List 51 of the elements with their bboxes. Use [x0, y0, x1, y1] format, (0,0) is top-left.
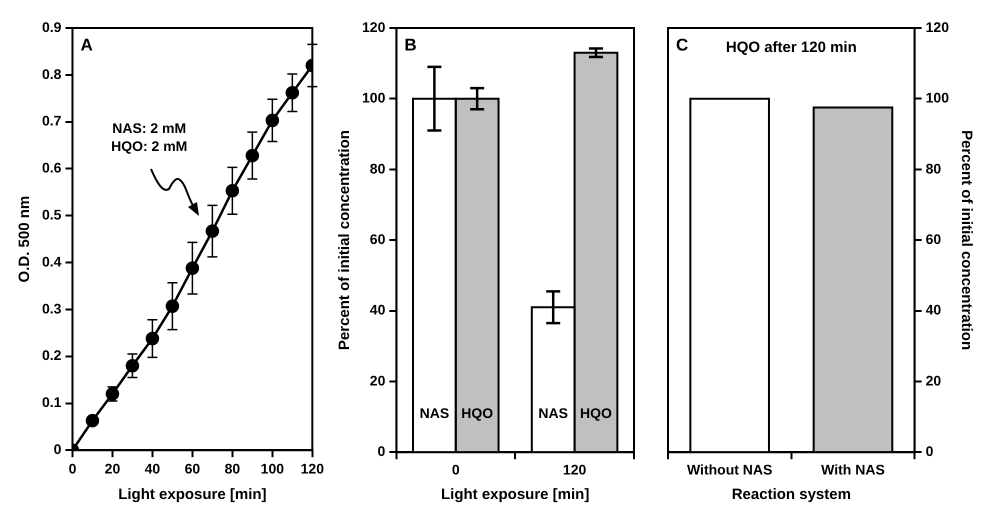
y2-tick-label: 60 [926, 230, 942, 247]
point [86, 414, 100, 428]
y2-tick-label: 80 [926, 160, 942, 176]
x-tick-label: 40 [144, 460, 160, 476]
x-tick-label: 60 [184, 460, 200, 476]
y2-tick-label: 120 [926, 18, 950, 35]
annotation: A [80, 36, 93, 55]
y-tick-label: 0.3 [42, 300, 62, 316]
y-axis-title: Percent of initial concentration [336, 130, 354, 350]
y-tick-label: 0 [54, 441, 62, 458]
y-tick-label: 0.8 [42, 66, 62, 82]
text: HQO [461, 405, 494, 422]
x-tick-label: Without NAS [686, 461, 772, 478]
y2-tick-label: 0 [926, 443, 934, 460]
series-label: HQO [580, 405, 612, 422]
x-tick-label: 120 [562, 461, 586, 478]
y-tick-label: 0.4 [42, 253, 62, 270]
x-tick-label: 120 [300, 460, 324, 476]
y2-tick-label: 100 [926, 90, 950, 106]
annotation: B [404, 36, 417, 55]
y-tick-label: 20 [370, 372, 386, 388]
x-tick-label: 80 [224, 460, 240, 476]
text: NAS [420, 405, 450, 422]
y-tick-label: 0.9 [42, 18, 62, 35]
y2-tick-label: 20 [926, 372, 942, 388]
y-tick-label: 0 [378, 443, 386, 460]
annotation: HQO after 120 min [726, 39, 857, 56]
y-tick-label: 60 [370, 230, 386, 247]
y-tick-label: 0.5 [42, 206, 62, 223]
y-tick-label: 100 [362, 90, 386, 106]
x-tick-label: 0 [68, 460, 77, 476]
x-axis-title: Light exposure [min] [118, 486, 267, 504]
x-tick-label: 0 [452, 461, 460, 478]
y-tick-label: 0.6 [42, 160, 62, 176]
x-tick-label: With NAS [821, 461, 885, 478]
x-tick-label: 20 [104, 460, 120, 476]
series-label: NAS [538, 405, 568, 422]
annotation: NAS: 2 mM HQO: 2 mM [111, 120, 188, 154]
y-tick-label: 0.1 [42, 394, 62, 410]
y-tick-label: 120 [362, 18, 386, 35]
y-tick-label: 40 [370, 302, 386, 318]
y-tick-label: 80 [370, 160, 386, 176]
y-axis-title: O.D. 500 nm [16, 196, 34, 282]
y-tick-label: 0.2 [42, 347, 62, 364]
x-axis-title: Reaction system [732, 486, 851, 504]
y2-tick-label: 40 [926, 302, 942, 318]
x-axis-title: Light exposure [min] [441, 486, 590, 504]
y-tick-label: 0.7 [42, 112, 62, 129]
x-tick-label: 100 [260, 460, 284, 476]
annotation: C [676, 36, 688, 55]
y2-axis-title: Percent of initial concentration [958, 130, 975, 350]
